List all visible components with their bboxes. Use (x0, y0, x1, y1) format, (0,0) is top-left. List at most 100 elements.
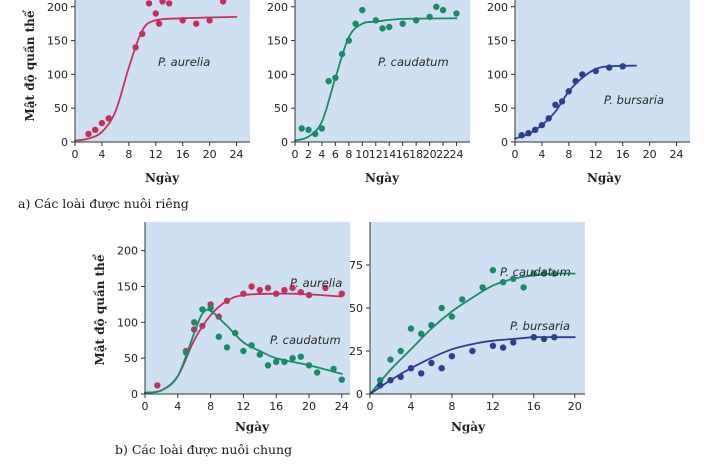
y-axis-label: Mật độ quần thể (22, 10, 37, 121)
data-point-pcaudatum (330, 365, 337, 373)
x-tick-label: 0 (72, 148, 79, 161)
data-point-pbursaria (407, 365, 415, 372)
fit-curve-pcaudatum (144, 308, 343, 394)
data-point-pbursaria (428, 359, 435, 367)
plot-area (515, 0, 690, 142)
data-point-pbursaria (565, 88, 572, 95)
data-point-paurelia (256, 286, 263, 294)
data-point-pcaudatum (438, 304, 445, 312)
data-point-pcaudatum (439, 6, 447, 14)
x-tick-label: 20 (203, 148, 217, 161)
x-tick-label: 20 (568, 400, 582, 413)
data-point-pbursaria (518, 132, 525, 139)
x-tick-label: 16 (616, 148, 630, 161)
data-point-pcaudatum (332, 74, 339, 82)
data-point-pcaudatum (345, 37, 352, 44)
y-tick-label: 50 (349, 302, 363, 315)
data-point-pbursaria (619, 63, 626, 70)
x-tick-label: 8 (565, 148, 572, 161)
data-point-pcaudatum (281, 358, 288, 365)
data-point-paurelia (105, 115, 112, 122)
y-axis-label: Mật độ quần thể (92, 254, 107, 365)
data-point-pcaudatum (207, 304, 214, 312)
data-point-paurelia (199, 322, 206, 330)
data-point-pcaudatum (289, 355, 296, 362)
data-point-pcaudatum (240, 347, 247, 355)
data-point-pbursaria (545, 115, 552, 122)
data-point-pcaudatum (256, 351, 263, 358)
data-point-pbursaria (538, 121, 546, 129)
data-point-paurelia (297, 289, 304, 296)
y-tick-label: 200 (117, 245, 138, 258)
y-tick-label: 100 (47, 68, 68, 81)
data-point-paurelia (305, 291, 313, 299)
y-tick-label: 75 (349, 259, 363, 272)
chart-a1-aurelia-alone: 0 4 8 12 16 20 24 0 50 100 150 200 Ngày Mật độ quần… (22, 0, 250, 185)
series-label-bursaria: P. bursaria (510, 319, 570, 333)
x-tick-label: 0 (292, 148, 299, 161)
y-tick-label: 100 (117, 316, 138, 329)
data-point-pcaudatum (338, 50, 346, 58)
y-tick-label: 150 (47, 35, 68, 48)
y-tick-label: 100 (267, 68, 288, 81)
data-point-pcaudatum (458, 296, 466, 303)
x-tick-label: 4 (407, 400, 414, 413)
caption-b: b) Các loài được nuôi chung (115, 442, 292, 457)
x-tick-label: 12 (369, 148, 383, 161)
x-tick-label: 22 (436, 148, 450, 161)
data-point-pbursaria (530, 334, 537, 341)
x-axis-label: Ngày (587, 171, 622, 185)
fit-curve-pbursaria (369, 336, 576, 395)
x-tick-label: 12 (486, 400, 500, 413)
data-point-paurelia (273, 290, 280, 297)
data-point-pcaudatum (510, 275, 517, 282)
caption-a: a) Các loài được nuôi riêng (18, 196, 189, 211)
chart-b1-aurelia-caudatum-together: 0 4 8 12 16 20 24 0 50 100 150 200 Ngày Mật độ quần… (92, 222, 350, 434)
data-point-pbursaria (558, 98, 566, 105)
data-point-paurelia (338, 290, 345, 297)
data-point-pcaudatum (273, 358, 280, 365)
y-tick-label: 50 (274, 102, 288, 115)
x-tick-label: 20 (302, 400, 316, 413)
x-tick-label: 20 (423, 148, 437, 161)
y-tick-label: 0 (281, 136, 288, 149)
data-point-pcaudatum (540, 270, 548, 277)
data-point-paurelia (152, 10, 159, 17)
data-point-paurelia (145, 0, 153, 7)
x-tick-label: 16 (176, 148, 190, 161)
y-tick-label: 50 (494, 102, 508, 115)
data-point-paurelia (322, 284, 329, 292)
x-tick-label: 14 (382, 148, 396, 161)
data-point-pcaudatum (325, 77, 332, 85)
data-point-paurelia (85, 130, 92, 138)
data-point-paurelia (264, 284, 272, 292)
x-tick-label: 4 (538, 148, 545, 161)
y-tick-label: 200 (47, 1, 68, 14)
x-tick-label: 2 (305, 148, 312, 161)
data-point-pcaudatum (264, 362, 272, 369)
data-point-pcaudatum (297, 353, 304, 360)
data-point-paurelia (193, 20, 200, 27)
data-point-pbursaria (525, 130, 532, 137)
data-point-pcaudatum (352, 20, 359, 27)
data-point-pbursaria (438, 365, 445, 372)
data-point-pcaudatum (520, 284, 527, 291)
x-tick-label: 20 (643, 148, 657, 161)
data-point-pcaudatum (215, 333, 222, 340)
y-tick-label: 200 (267, 1, 288, 14)
data-point-paurelia (240, 290, 247, 297)
data-point-pbursaria (532, 126, 539, 133)
x-tick-label: 12 (589, 148, 603, 161)
chart-a3-bursaria-alone: 0 4 8 12 16 20 24 0 50 100 150 200 Ngày P. bursaria (487, 0, 690, 185)
x-tick-label: 8 (345, 148, 352, 161)
y-tick-label: 150 (487, 35, 508, 48)
data-point-pcaudatum (232, 329, 239, 337)
x-tick-label: 24 (230, 148, 244, 161)
data-point-pcaudatum (386, 23, 393, 31)
y-tick-label: 50 (54, 102, 68, 115)
y-tick-label: 0 (61, 136, 68, 149)
data-point-paurelia (206, 17, 213, 24)
data-point-pcaudatum (379, 25, 386, 32)
y-tick-label: 100 (487, 68, 508, 81)
